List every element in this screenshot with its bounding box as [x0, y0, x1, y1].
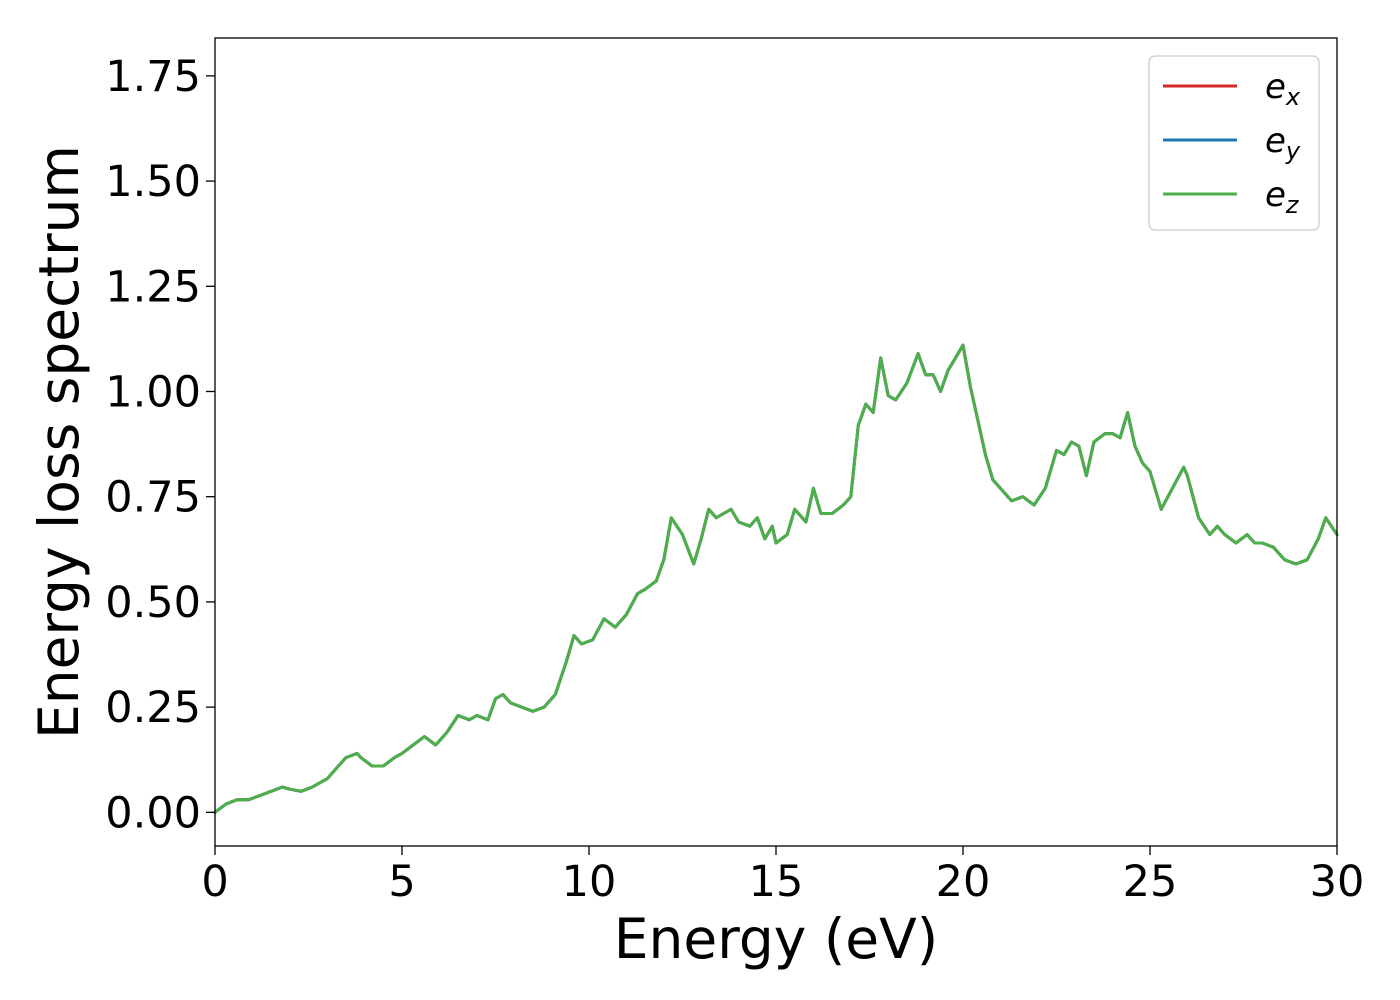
y-tick-label: 0.75	[105, 473, 201, 523]
y-tick-label: 0.00	[105, 788, 201, 838]
x-axis-ticks: 0 5 10 15 20 25 30	[201, 846, 1364, 907]
legend-box	[1148, 55, 1320, 231]
series-line-1	[213, 343, 1339, 814]
y-tick-label: 1.75	[105, 52, 201, 102]
x-tick-label: 0	[201, 857, 228, 907]
y-tick-label: 0.50	[105, 578, 201, 628]
x-tick-label: 5	[388, 857, 415, 907]
legend-label-2: ey	[1265, 121, 1301, 165]
legend: ex ey ez	[1148, 55, 1320, 231]
y-axis-title: Energy loss spectrum	[27, 145, 91, 739]
legend-label-1: ex	[1265, 67, 1301, 111]
legend-label-3: ez	[1265, 175, 1300, 219]
x-tick-label: 25	[1123, 857, 1178, 907]
series-layer	[213, 343, 1339, 814]
y-axis-ticks: 0.00 0.25 0.50 0.75 1.00 1.25 1.50 1.75	[105, 52, 215, 838]
series-line-2	[213, 343, 1339, 814]
y-tick-label: 1.25	[105, 262, 201, 312]
y-tick-label: 1.50	[105, 157, 201, 207]
x-tick-label: 15	[749, 857, 804, 907]
x-tick-label: 10	[562, 857, 617, 907]
x-tick-label: 20	[936, 857, 991, 907]
y-tick-label: 1.00	[105, 368, 201, 418]
series-line-3	[213, 343, 1339, 814]
y-tick-label: 0.25	[105, 683, 201, 733]
x-tick-label: 30	[1310, 857, 1365, 907]
x-axis-title: Energy (eV)	[614, 907, 938, 971]
